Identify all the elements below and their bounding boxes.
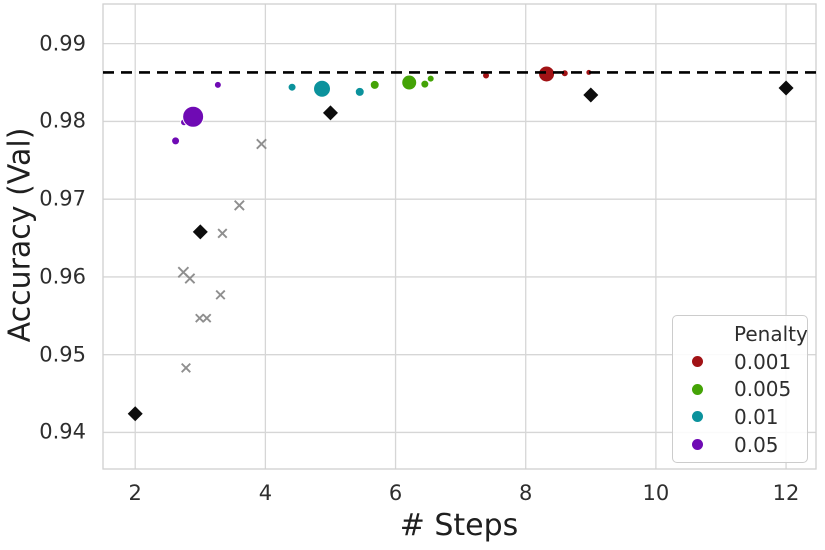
point-x-marker <box>184 273 196 284</box>
point-penalty-0.01 <box>313 79 332 98</box>
point-penalty-0.05 <box>171 136 181 146</box>
point-penalty-0.001 <box>538 65 556 83</box>
y-tick-label: 0.95 <box>39 342 86 367</box>
legend-entry-label: 0.005 <box>734 377 792 402</box>
point-x-marker <box>202 313 212 323</box>
point-diamond <box>127 406 143 422</box>
y-tick-label: 0.96 <box>39 264 86 289</box>
x-tick-label: 10 <box>642 481 670 505</box>
point-x-marker <box>181 362 191 373</box>
legend-entry: 0.001 <box>673 348 807 376</box>
legend-entry-label: 0.01 <box>734 404 779 429</box>
x-tick-label: 4 <box>258 481 273 505</box>
x-tick-label: 6 <box>388 481 403 505</box>
point-x-marker <box>195 313 205 323</box>
point-penalty-0.005 <box>369 79 380 90</box>
point-penalty-0.01 <box>287 82 297 92</box>
legend-title: Penalty <box>734 322 808 346</box>
point-diamond <box>583 87 599 103</box>
y-tick-label: 0.94 <box>39 419 86 444</box>
point-penalty-0.05 <box>213 80 222 89</box>
y-tick-label: 0.97 <box>39 186 86 211</box>
y-tick-label: 0.98 <box>39 108 86 133</box>
point-x-marker <box>215 289 226 300</box>
point-penalty-0.005 <box>401 74 418 91</box>
legend-entry: 0.01 <box>673 403 807 431</box>
x-axis-label: # Steps <box>399 508 519 543</box>
x-tick-label: 8 <box>519 481 533 505</box>
plot-frame <box>102 3 817 470</box>
point-diamond <box>322 105 338 121</box>
legend: Penalty 0.001 0.005 0.01 0.05 <box>672 315 808 463</box>
legend-entry: 0.005 <box>673 376 807 404</box>
x-tick-label: 2 <box>128 481 142 505</box>
legend-dot-icon <box>692 439 703 451</box>
point-x-marker <box>256 138 267 150</box>
point-diamond <box>778 80 794 96</box>
legend-entries: 0.001 0.005 0.01 0.05 <box>673 348 807 458</box>
legend-entry-label: 0.001 <box>734 349 792 374</box>
legend-entry-label: 0.05 <box>734 432 779 457</box>
legend-entry: 0.05 <box>673 431 807 459</box>
legend-dot-icon <box>692 356 703 368</box>
point-penalty-0.005 <box>426 74 435 83</box>
point-penalty-0.01 <box>354 86 365 97</box>
y-axis-label: Accuracy (Val) <box>2 127 38 343</box>
legend-dot-icon <box>692 383 703 395</box>
point-penalty-0.05 <box>182 105 205 128</box>
legend-dot-icon <box>692 411 703 423</box>
point-diamond <box>192 224 208 240</box>
point-x-marker <box>217 228 228 239</box>
point-penalty-0.005 <box>420 79 430 89</box>
x-tick-label: 12 <box>772 481 800 505</box>
point-x-marker <box>234 200 245 211</box>
y-tick-label: 0.99 <box>39 31 86 56</box>
